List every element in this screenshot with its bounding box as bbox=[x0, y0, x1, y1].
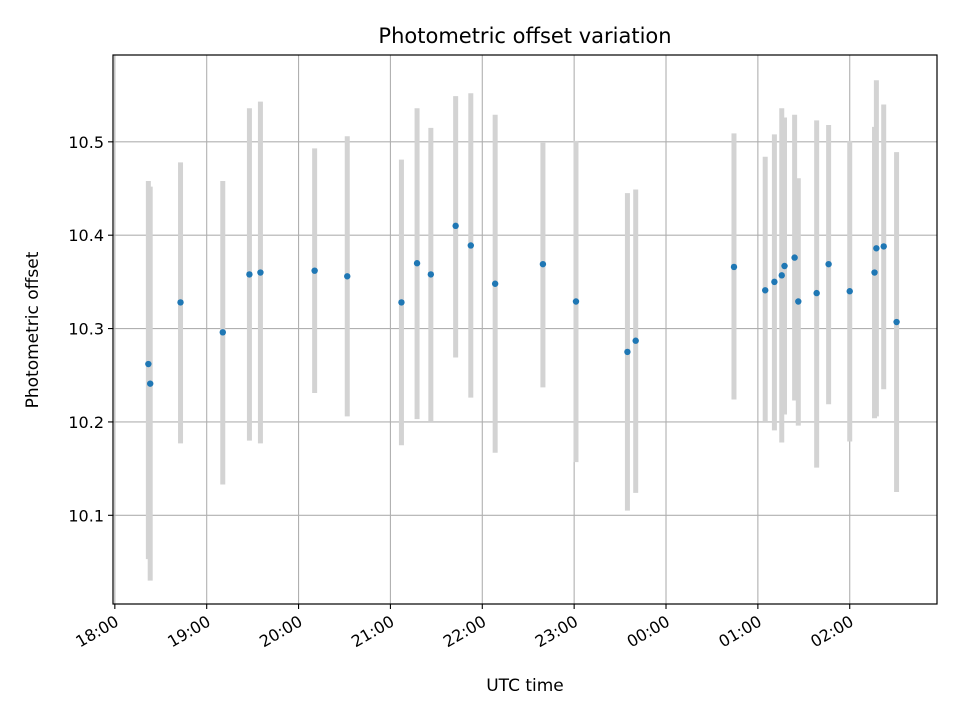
data-point bbox=[778, 272, 785, 279]
data-point bbox=[730, 263, 738, 271]
data-point bbox=[491, 280, 499, 287]
data-point bbox=[413, 260, 421, 267]
data-point bbox=[147, 380, 154, 387]
data-point bbox=[398, 299, 405, 306]
data-point bbox=[452, 222, 459, 230]
data-point bbox=[871, 269, 878, 276]
data-point bbox=[632, 337, 639, 344]
y-tick-label: 10.4 bbox=[68, 226, 104, 245]
data-point bbox=[624, 348, 631, 356]
y-tick-label: 10.1 bbox=[68, 506, 104, 525]
data-point bbox=[825, 260, 832, 268]
y-tick-label: 10.2 bbox=[68, 413, 104, 432]
data-point bbox=[145, 360, 152, 368]
data-point bbox=[880, 243, 887, 250]
y-tick-label: 10.5 bbox=[68, 133, 104, 152]
data-points bbox=[145, 222, 900, 387]
data-point bbox=[781, 262, 788, 270]
data-point bbox=[813, 289, 820, 297]
data-point bbox=[795, 298, 802, 305]
data-point bbox=[257, 269, 264, 276]
data-point bbox=[539, 260, 547, 268]
data-point bbox=[219, 329, 226, 336]
y-axis-label: Photometric offset bbox=[23, 251, 43, 408]
data-point bbox=[873, 245, 880, 252]
x-axis-label: UTC time bbox=[486, 676, 564, 696]
plot-frame bbox=[112, 54, 938, 605]
data-point bbox=[427, 271, 435, 278]
data-point bbox=[177, 299, 184, 306]
data-point bbox=[572, 298, 580, 305]
data-point bbox=[791, 254, 798, 261]
data-point bbox=[846, 288, 853, 295]
data-point bbox=[771, 278, 778, 286]
data-point bbox=[893, 318, 900, 326]
chart-title: Photometric offset variation bbox=[378, 24, 671, 48]
y-tick-label: 10.3 bbox=[68, 320, 104, 339]
data-point bbox=[311, 267, 318, 274]
data-point bbox=[762, 287, 769, 294]
data-point bbox=[467, 242, 475, 249]
data-point bbox=[344, 273, 351, 280]
data-point bbox=[246, 271, 253, 278]
